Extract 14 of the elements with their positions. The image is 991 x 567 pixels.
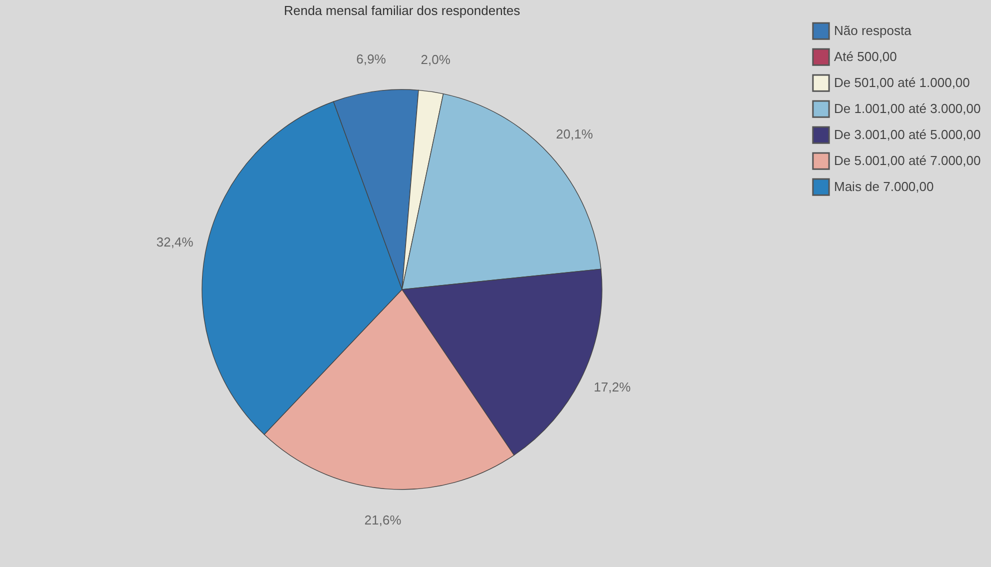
legend-label: De 501,00 até 1.000,00: [834, 75, 970, 90]
data-label: 6,9%: [356, 52, 386, 67]
data-label: 2,0%: [420, 52, 451, 67]
legend-label: De 3.001,00 até 5.000,00: [834, 127, 981, 142]
data-label: 17,2%: [594, 380, 632, 395]
legend-label: Até 500,00: [834, 49, 897, 64]
legend-label: De 1.001,00 até 3.000,00: [834, 101, 981, 116]
legend-label: Não resposta: [834, 23, 912, 38]
legend-label: De 5.001,00 até 7.000,00: [834, 153, 981, 168]
data-label: 20,1%: [556, 126, 594, 142]
legend-label: Mais de 7.000,00: [834, 179, 934, 194]
chart-title: Renda mensal familiar dos respondentes: [284, 3, 521, 18]
data-label: 32,4%: [156, 234, 194, 250]
data-label: 21,6%: [364, 512, 402, 528]
